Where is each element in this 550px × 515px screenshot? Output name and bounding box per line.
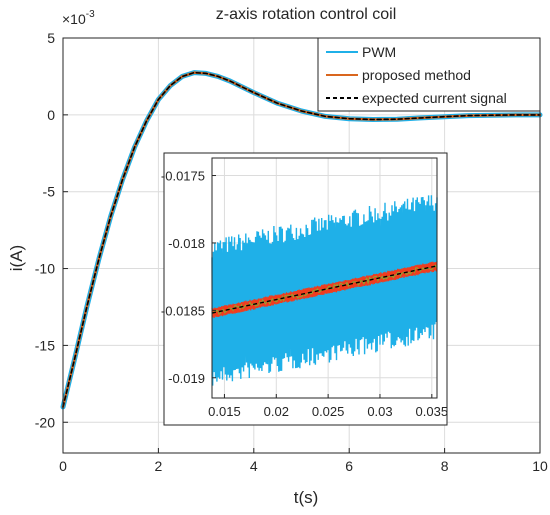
inset-y-tick-label: -0.019: [168, 371, 205, 386]
main-y-tick-label: -10: [35, 261, 55, 277]
inset-x-tick-label: 0.02: [264, 404, 289, 419]
main-x-tick-label: 8: [441, 458, 449, 474]
main-x-tick-label: 2: [155, 458, 163, 474]
inset-chart: 0.015 0.02 0.025 0.03 0.035 -0.0175-0.018-0.…: [161, 152, 448, 426]
inset-x-tick-label: 0.015: [208, 404, 241, 419]
main-x-tick-labels: 0 2 4 6 8 10: [59, 448, 548, 474]
inset-x-tick-label: 0.025: [312, 404, 345, 419]
main-x-tick-label: 0: [59, 458, 67, 474]
inset-x-tick-labels: 0.015 0.02 0.025 0.03 0.035: [208, 394, 448, 419]
inset-series-expected-current-signal: [211, 265, 438, 314]
inset-series-pwm: [211, 195, 438, 386]
main-y-tick-label: -15: [35, 337, 55, 353]
y-axis-exponent-power: -3: [86, 9, 95, 20]
inset-series-proposed-method: [211, 261, 438, 318]
legend: PWM proposed method expected current sig…: [317, 37, 541, 112]
main-series-layer: [60, 70, 543, 410]
main-x-tick-label: 6: [345, 458, 353, 474]
inset-y-tick-label: -0.0185: [161, 303, 205, 318]
y-axis-exponent: ×10-3: [62, 9, 95, 27]
main-series-expected-current-signal: [62, 71, 541, 408]
inset-x-tick-label: 0.035: [416, 404, 449, 419]
main-y-tick-label: 0: [47, 107, 55, 123]
main-x-tick-label: 4: [250, 458, 258, 474]
legend-label-proposed-method: proposed method: [362, 67, 471, 83]
main-y-tick-label: -20: [35, 414, 55, 430]
main-plot-frame: [62, 37, 541, 454]
inset-x-tick-label: 0.03: [367, 404, 392, 419]
main-y-tick-label: -5: [43, 184, 56, 200]
inset-plot-frame: [211, 157, 438, 399]
chart-title: z-axis rotation control coil: [216, 6, 397, 23]
y-axis-exponent-base: ×10: [62, 11, 86, 27]
legend-label-expected-current: expected current signal: [362, 90, 507, 106]
inset-series-layer: [211, 195, 438, 386]
inset-y-tick-label: -0.018: [168, 236, 205, 251]
main-y-tick-labels: -20 -15 -10 -5 0 5: [35, 30, 68, 430]
inset-y-tick-label: -0.0175: [161, 169, 205, 184]
legend-label-pwm: PWM: [362, 44, 396, 60]
main-x-tick-label: 10: [532, 458, 548, 474]
main-y-tick-label: 5: [47, 30, 55, 46]
x-axis-label: t(s): [294, 488, 319, 507]
y-axis-label: i(A): [7, 245, 26, 271]
inset-y-tick-labels: -0.0175 -0.018 -0.0185 -0.019: [161, 169, 216, 386]
